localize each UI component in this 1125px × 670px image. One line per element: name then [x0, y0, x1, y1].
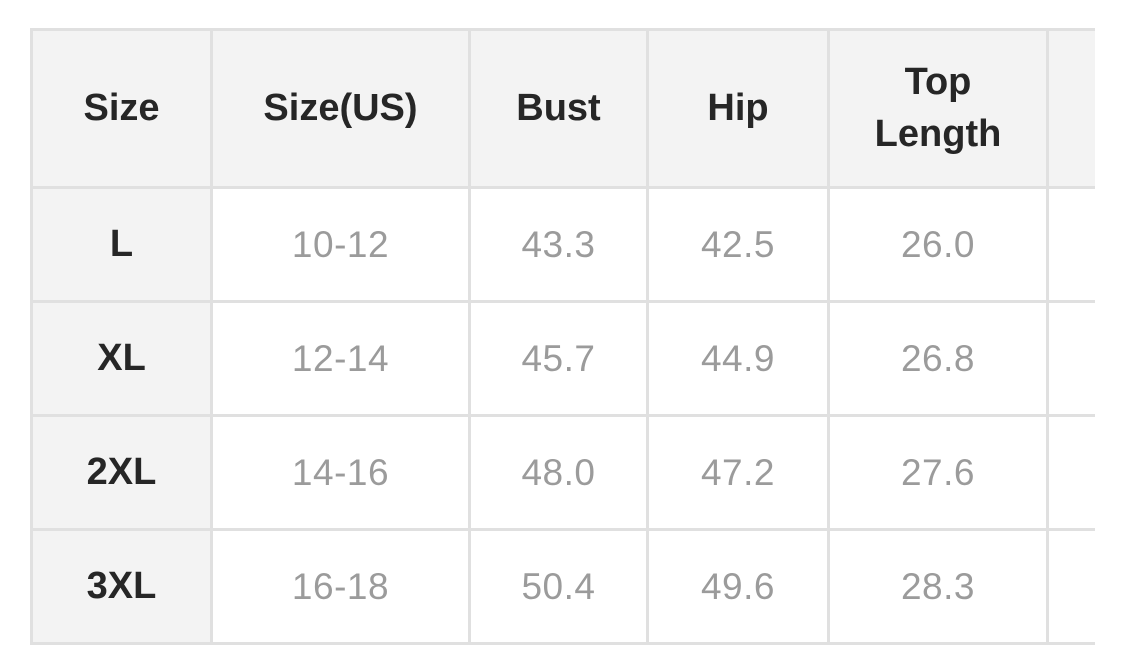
cell-hip: 47.2 — [646, 414, 830, 531]
cell-top-length: 26.8 — [827, 300, 1049, 417]
cell-clipped — [1046, 300, 1095, 417]
column-header-clipped — [1046, 28, 1095, 189]
cell-bust: 50.4 — [468, 528, 649, 645]
cell-size-us: 14-16 — [210, 414, 471, 531]
cell-clipped — [1046, 186, 1095, 303]
column-header-hip: Hip — [646, 28, 830, 189]
cell-hip: 49.6 — [646, 528, 830, 645]
cell-clipped — [1046, 414, 1095, 531]
cell-hip: 42.5 — [646, 186, 830, 303]
cell-bust: 45.7 — [468, 300, 649, 417]
size-chart-scroll-area[interactable]: Size Size(US) Bust Hip Top Length L 10-1… — [30, 28, 1095, 646]
size-chart-table: Size Size(US) Bust Hip Top Length L 10-1… — [30, 28, 1095, 645]
cell-top-length: 28.3 — [827, 528, 1049, 645]
row-label-size: L — [30, 186, 213, 303]
table-row-xl: XL 12-14 45.7 44.9 26.8 — [30, 300, 1095, 417]
row-label-size: 2XL — [30, 414, 213, 531]
column-header-size: Size — [30, 28, 213, 189]
cell-size-us: 16-18 — [210, 528, 471, 645]
column-header-bust: Bust — [468, 28, 649, 189]
cell-bust: 48.0 — [468, 414, 649, 531]
cell-size-us: 12-14 — [210, 300, 471, 417]
cell-top-length: 27.6 — [827, 414, 1049, 531]
column-header-top-length: Top Length — [827, 28, 1049, 189]
row-label-size: XL — [30, 300, 213, 417]
table-row-2xl: 2XL 14-16 48.0 47.2 27.6 — [30, 414, 1095, 531]
table-row-3xl: 3XL 16-18 50.4 49.6 28.3 — [30, 528, 1095, 645]
column-header-size-us: Size(US) — [210, 28, 471, 189]
cell-size-us: 10-12 — [210, 186, 471, 303]
table-row-l: L 10-12 43.3 42.5 26.0 — [30, 186, 1095, 303]
cell-hip: 44.9 — [646, 300, 830, 417]
header-row: Size Size(US) Bust Hip Top Length — [30, 28, 1095, 189]
cell-top-length: 26.0 — [827, 186, 1049, 303]
row-label-size: 3XL — [30, 528, 213, 645]
cell-clipped — [1046, 528, 1095, 645]
cell-bust: 43.3 — [468, 186, 649, 303]
